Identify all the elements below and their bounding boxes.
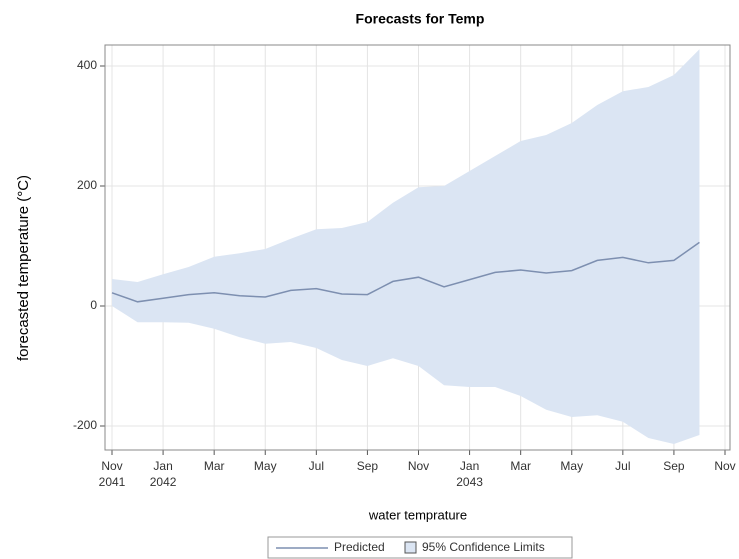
chart-title: Forecasts for Temp [356,11,485,27]
legend-label: Predicted [334,540,385,554]
x-tick-label: Jul [309,459,324,473]
legend-swatch [404,541,417,554]
x-tick-label: Nov [714,459,735,473]
x-tick-sublabel: 2042 [150,475,177,489]
y-axis-title: forecasted temperature (°C) [15,175,32,361]
x-tick-label: Sep [357,459,379,473]
legend-label: 95% Confidence Limits [422,540,545,554]
x-tick-label: Mar [510,459,531,473]
legend-frame [267,536,573,559]
x-tick-label: Nov [408,459,429,473]
x-tick-sublabel: 2041 [99,475,126,489]
y-tick-label: 200 [77,178,97,192]
x-tick-label: May [560,459,583,473]
x-tick-label: May [254,459,277,473]
y-tick-label: 400 [77,58,97,72]
x-axis-title: water temprature [368,507,467,522]
y-tick-label: 0 [90,298,97,312]
x-tick-sublabel: 2043 [456,475,483,489]
predicted-line [111,241,700,303]
x-tick-label: Jan [460,459,479,473]
y-tick-label: -200 [73,418,97,432]
x-tick-label: Jan [153,459,172,473]
x-tick-label: Sep [663,459,685,473]
x-tick-label: Nov [101,459,122,473]
confidence-band [112,49,700,444]
plot-frame [104,44,731,451]
x-tick-label: Mar [204,459,225,473]
x-tick-label: Jul [615,459,630,473]
